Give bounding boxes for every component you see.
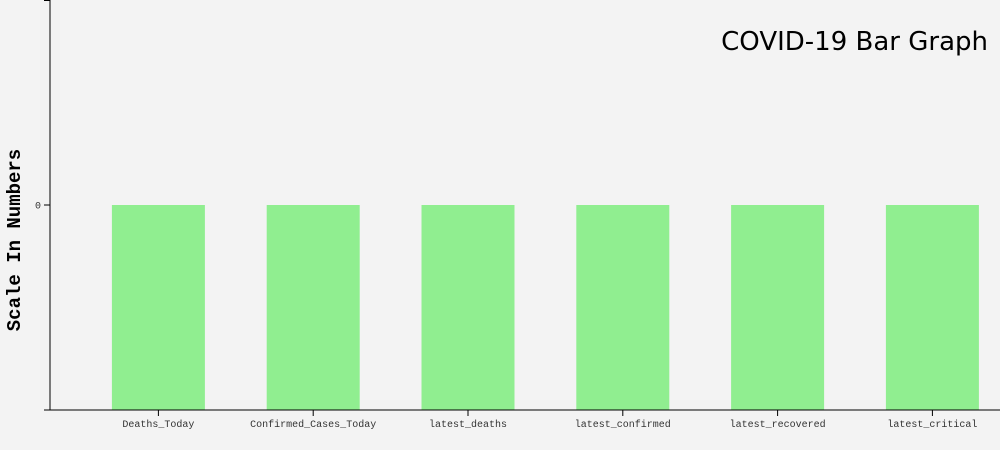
chart-title: COVID-19 Bar Graph	[721, 27, 988, 57]
bar-latest-recovered	[731, 205, 825, 410]
x-tick-label: Deaths_Today	[122, 419, 194, 431]
x-tick-label: latest_deaths	[429, 419, 507, 431]
bar-latest-critical	[885, 205, 979, 410]
x-tick-label: latest_confirmed	[575, 419, 671, 431]
x-tick-label: latest_recovered	[730, 419, 826, 431]
x-tick-label: latest_critical	[887, 419, 977, 431]
x-tick-label: Confirmed_Cases_Today	[250, 419, 376, 431]
bar-latest-deaths	[421, 205, 515, 410]
bar-confirmed-cases-today	[266, 205, 360, 410]
y-tick-label: 0	[35, 202, 41, 213]
bar-deaths-today	[111, 205, 205, 410]
bars-layer	[111, 205, 979, 410]
bar-latest-confirmed	[576, 205, 670, 410]
y-axis-label: Scale In Numbers	[4, 149, 26, 331]
ticks-layer: Deaths_Today Confirmed_Cases_Today latest_…	[35, 202, 977, 432]
